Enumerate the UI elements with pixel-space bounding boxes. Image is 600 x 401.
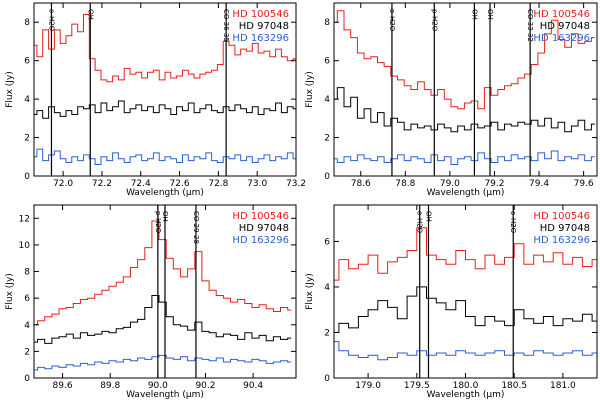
series-hd-100546: [334, 10, 595, 110]
line-marker-label: o-H2O: [509, 211, 517, 234]
x-tick-label: 78.8: [395, 179, 415, 189]
x-tick-label: 181.0: [550, 381, 576, 391]
series-hd-163296: [334, 150, 595, 165]
line-marker-label: CO 33-32: [526, 9, 534, 42]
series-hd-100546: [34, 220, 292, 326]
line-marker-label: OH: [486, 9, 494, 20]
y-axis-label: Flux (Jy): [305, 71, 315, 108]
x-tick-label: 89.6: [53, 381, 73, 391]
series-hd-163296: [34, 148, 296, 165]
line-marker-label: OH: [470, 9, 478, 20]
x-axis-label: Wavelength (μm): [427, 188, 505, 198]
x-tick-label: 72.0: [53, 179, 73, 189]
series-hd-163296: [334, 341, 597, 361]
y-tick-label: 2: [324, 328, 330, 338]
y-tick-label: 4: [324, 95, 330, 105]
line-marker-label: OH: [161, 211, 169, 222]
series-hd-97048: [34, 295, 292, 344]
line-marker-label: p-H2O: [430, 9, 438, 32]
x-tick-label: 73.2: [286, 179, 306, 189]
y-tick-label: 2: [324, 134, 330, 144]
x-axis-label: Wavelength (μm): [427, 390, 505, 400]
y-tick-label: 8: [324, 18, 330, 28]
legend-entry: HD 163296: [232, 33, 289, 44]
x-tick-label: 179.0: [355, 381, 381, 391]
y-tick-label: 10: [19, 241, 31, 251]
line-marker-label: CO 29-28: [192, 211, 200, 244]
legend-entry: HD 97048: [540, 21, 590, 32]
y-tick-label: 0: [324, 172, 330, 182]
plot-frame: [333, 2, 598, 177]
x-tick-label: 79.4: [529, 179, 549, 189]
y-tick-label: 8: [24, 18, 30, 28]
y-axis-label: Flux (Jy): [5, 273, 15, 310]
y-axis-label: Flux (Jy): [305, 273, 315, 310]
line-marker-label: OH: [424, 211, 432, 222]
x-tick-label: 79.0: [440, 179, 460, 189]
legend-entry: HD 100546: [533, 211, 590, 222]
y-tick-label: 4: [324, 283, 330, 293]
y-tick-label: 6: [24, 294, 30, 304]
series-hd-100546: [34, 14, 296, 83]
x-tick-label: 72.2: [92, 179, 112, 189]
series-hd-163296: [34, 354, 292, 371]
panel-1: o-H2O OH CO 36-35 72.0 72.2 72.4 72.6 72.8 73.0 7…: [5, 2, 306, 198]
series-hd-97048: [34, 100, 296, 119]
y-tick-label: 0: [24, 374, 30, 384]
legend-entry: HD 100546: [232, 211, 289, 222]
y-tick-label: 0: [324, 374, 330, 384]
panel-2: o-H2O p-H2O OH OH CO 33-32 78.6 78.8 79.0 79.2 79…: [305, 2, 598, 198]
x-tick-label: 79.2: [484, 179, 504, 189]
x-axis-label: Wavelength (μm): [126, 390, 204, 400]
x-tick-label: 78.6: [351, 179, 371, 189]
x-tick-label: 72.4: [131, 179, 151, 189]
line-marker-label: CO 36-35: [222, 9, 230, 42]
legend-entry: HD 97048: [540, 223, 590, 234]
line-marker-label: OH: [86, 9, 94, 20]
line-marker-label: o-H2O: [47, 9, 55, 32]
line-marker-label: p-H2O: [154, 211, 162, 234]
x-tick-label: 180.5: [501, 381, 527, 391]
x-tick-label: 180.0: [453, 381, 479, 391]
legend-entry: HD 163296: [533, 33, 590, 44]
y-tick-label: 6: [324, 237, 330, 247]
y-tick-label: 4: [24, 321, 30, 331]
legend-entry: HD 163296: [232, 235, 289, 246]
series-hd-97048: [334, 286, 597, 333]
legend-entry: HD 97048: [239, 21, 289, 32]
y-tick-label: 6: [324, 57, 330, 67]
legend-entry: HD 100546: [232, 9, 289, 20]
legend-entry: HD 97048: [239, 223, 289, 234]
legend-entry: HD 100546: [533, 9, 590, 20]
plot-frame: [33, 2, 297, 177]
y-tick-label: 2: [24, 347, 30, 357]
x-tick-label: 72.8: [208, 179, 228, 189]
y-tick-label: 4: [24, 95, 30, 105]
y-axis-label: Flux (Jy): [5, 71, 15, 108]
x-axis-label: Wavelength (μm): [126, 188, 204, 198]
line-marker-label: o-H2O: [416, 211, 424, 234]
y-tick-label: 6: [24, 57, 30, 67]
y-tick-label: 0: [24, 172, 30, 182]
y-tick-label: 2: [24, 134, 30, 144]
line-marker-label: o-H2O: [388, 9, 396, 32]
legend-entry: HD 163296: [533, 235, 590, 246]
y-tick-label: 12: [19, 214, 30, 224]
x-tick-label: 90.0: [148, 381, 168, 391]
series-hd-100546: [334, 227, 597, 281]
panel-3: p-H2O OH CO 29-28 89.6 89.8 90.0 90.2 90.4 0 2 4 6 8…: [5, 204, 297, 400]
x-tick-label: 72.6: [170, 179, 190, 189]
x-tick-label: 90.4: [243, 381, 263, 391]
x-tick-label: 179.5: [404, 381, 430, 391]
x-tick-label: 90.2: [195, 381, 215, 391]
series-hd-97048: [334, 87, 595, 133]
plot-frame: [33, 204, 297, 379]
x-tick-label: 73.0: [247, 179, 267, 189]
x-tick-label: 79.6: [574, 179, 594, 189]
x-tick-label: 89.8: [100, 381, 120, 391]
y-tick-label: 8: [24, 268, 30, 278]
